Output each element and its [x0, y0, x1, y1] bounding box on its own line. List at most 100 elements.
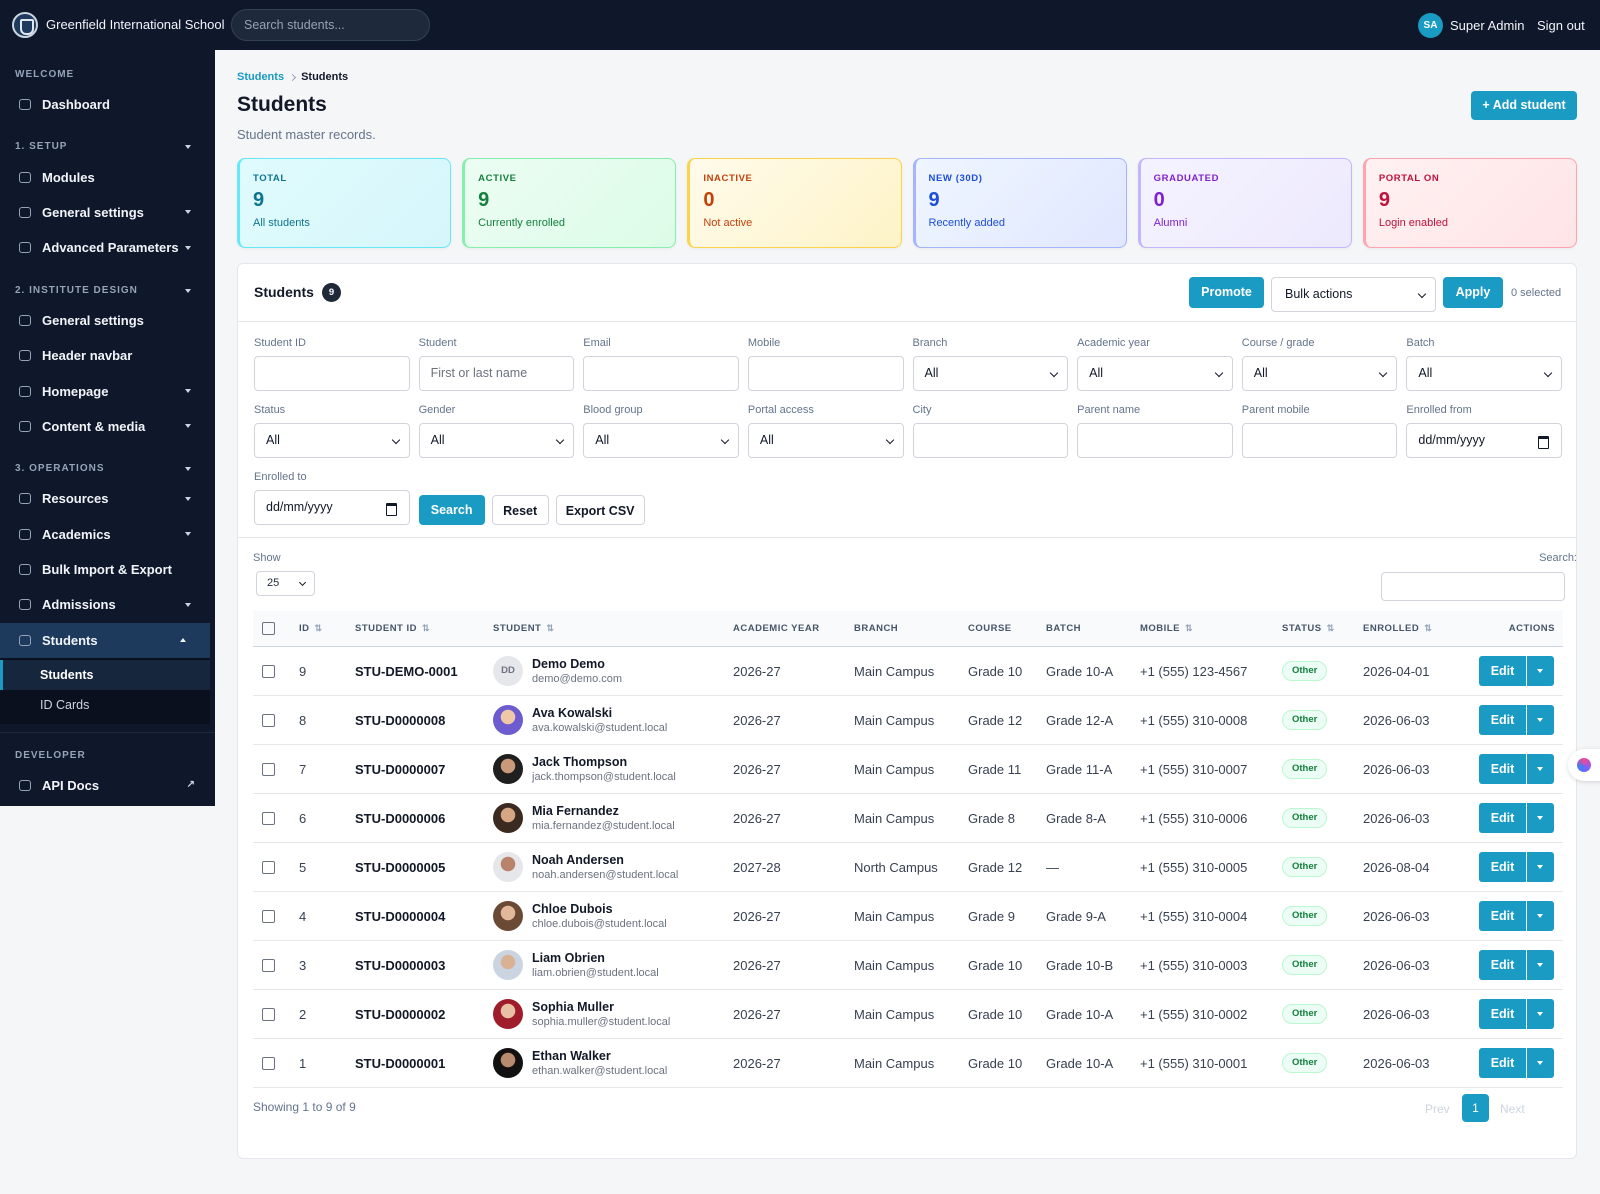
- edit-dropdown[interactable]: [1527, 1048, 1554, 1078]
- filter-input[interactable]: [583, 356, 739, 391]
- edit-dropdown[interactable]: [1527, 656, 1554, 686]
- filter-select[interactable]: All: [1241, 356, 1398, 391]
- sign-out[interactable]: Sign out: [1537, 18, 1585, 33]
- nav-item[interactable]: Resources: [0, 481, 215, 516]
- nav-item[interactable]: Header navbar: [0, 338, 215, 373]
- next-page[interactable]: Next: [1500, 1102, 1525, 1116]
- row-checkbox[interactable]: [262, 1007, 275, 1021]
- bulk-actions-select[interactable]: Bulk actions: [1271, 277, 1436, 312]
- apply-button[interactable]: Apply: [1443, 277, 1503, 308]
- nav-subitem[interactable]: ID Cards: [40, 698, 90, 713]
- nav-item[interactable]: Bulk Import & Export: [0, 552, 215, 587]
- search-button[interactable]: Search: [418, 495, 485, 525]
- filter-date[interactable]: dd/mm/yyyy: [1406, 423, 1562, 458]
- filter-input[interactable]: [747, 356, 904, 391]
- column-header[interactable]: ID: [299, 623, 355, 634]
- edit-button[interactable]: Edit: [1479, 950, 1526, 980]
- student-name[interactable]: Sophia Muller: [532, 999, 614, 1014]
- edit-button[interactable]: Edit: [1479, 852, 1526, 882]
- student-name[interactable]: Noah Andersen: [532, 852, 624, 867]
- filter-date[interactable]: dd/mm/yyyy: [254, 490, 410, 525]
- filter-select[interactable]: All: [912, 356, 1069, 391]
- add-student-button[interactable]: + Add student: [1471, 91, 1577, 120]
- reset-button[interactable]: Reset: [491, 495, 549, 525]
- breadcrumb-link[interactable]: Students: [237, 71, 285, 83]
- filter-select[interactable]: All: [1406, 356, 1562, 391]
- filter-select[interactable]: All: [418, 423, 575, 458]
- edit-button[interactable]: Edit: [1479, 656, 1526, 686]
- filter-input[interactable]: [1241, 423, 1398, 458]
- column-header[interactable]: STATUS: [1282, 623, 1363, 634]
- nav-heading[interactable]: 2. INSTITUTE DESIGN: [0, 279, 215, 303]
- edit-button[interactable]: Edit: [1479, 803, 1526, 833]
- table-search-input[interactable]: [1381, 572, 1565, 601]
- edit-button[interactable]: Edit: [1479, 1048, 1526, 1078]
- school-name[interactable]: Greenfield International School: [46, 17, 225, 32]
- promote-button[interactable]: Promote: [1189, 277, 1264, 308]
- global-search[interactable]: Search students...: [231, 9, 430, 41]
- user-name[interactable]: Super Admin: [1450, 18, 1525, 33]
- school-logo[interactable]: [12, 12, 38, 38]
- row-checkbox[interactable]: [262, 1056, 275, 1070]
- nav-item[interactable]: API Docs: [0, 768, 215, 803]
- row-checkbox[interactable]: [262, 811, 275, 825]
- nav-item[interactable]: Homepage: [0, 373, 215, 408]
- filter-select[interactable]: All: [747, 423, 904, 458]
- filter-input[interactable]: [1077, 423, 1233, 458]
- student-name[interactable]: Mia Fernandez: [532, 803, 619, 818]
- column-header[interactable]: MOBILE: [1140, 623, 1282, 634]
- page-number[interactable]: 1: [1462, 1094, 1489, 1122]
- nav-item[interactable]: Admissions: [0, 587, 215, 622]
- filter-input[interactable]: [254, 356, 410, 391]
- assistant-widget[interactable]: [1568, 749, 1600, 781]
- nav-item[interactable]: General settings: [0, 195, 215, 230]
- filter-select[interactable]: All: [254, 423, 410, 458]
- nav-subitem[interactable]: Students: [0, 660, 210, 691]
- student-name[interactable]: Liam Obrien: [532, 950, 605, 965]
- edit-dropdown[interactable]: [1527, 950, 1554, 980]
- filter-input[interactable]: [912, 423, 1069, 458]
- student-name[interactable]: Jack Thompson: [532, 754, 628, 769]
- edit-dropdown[interactable]: [1527, 803, 1554, 833]
- column-header[interactable]: STUDENT ID: [355, 623, 493, 634]
- select-all-checkbox[interactable]: [262, 622, 275, 635]
- row-checkbox[interactable]: [262, 958, 275, 972]
- row-checkbox[interactable]: [262, 762, 275, 776]
- student-name[interactable]: Demo Demo: [532, 656, 605, 671]
- edit-button[interactable]: Edit: [1479, 999, 1526, 1029]
- nav-item[interactable]: General settings: [0, 303, 215, 338]
- row-checkbox[interactable]: [262, 713, 275, 727]
- column-header[interactable]: STUDENT: [493, 623, 733, 634]
- edit-button[interactable]: Edit: [1479, 901, 1526, 931]
- edit-dropdown[interactable]: [1527, 901, 1554, 931]
- user-avatar[interactable]: SA: [1418, 13, 1443, 38]
- export-button[interactable]: Export CSV: [555, 495, 645, 525]
- column-header[interactable]: ENROLLED: [1363, 623, 1463, 634]
- nav-heading[interactable]: 3. OPERATIONS: [0, 457, 215, 481]
- edit-dropdown[interactable]: [1527, 754, 1554, 784]
- nav-heading[interactable]: 1. SETUP: [0, 135, 215, 159]
- edit-dropdown[interactable]: [1527, 999, 1554, 1029]
- filter-input[interactable]: First or last name: [418, 356, 575, 391]
- filter-select[interactable]: All: [1077, 356, 1233, 391]
- nav-item[interactable]: Academics: [0, 517, 215, 552]
- filter-field: Academic year All: [1077, 336, 1233, 391]
- prev-page[interactable]: Prev: [1425, 1102, 1450, 1116]
- edit-button[interactable]: Edit: [1479, 754, 1526, 784]
- student-name[interactable]: Ava Kowalski: [532, 705, 613, 720]
- nav-item[interactable]: Dashboard: [0, 87, 215, 122]
- row-checkbox[interactable]: [262, 860, 275, 874]
- nav-item[interactable]: Advanced Parameters: [0, 230, 215, 265]
- nav-item[interactable]: Students: [0, 622, 210, 659]
- page-size-select[interactable]: 25: [256, 571, 315, 596]
- student-name[interactable]: Ethan Walker: [532, 1048, 611, 1063]
- student-name[interactable]: Chloe Dubois: [532, 901, 613, 916]
- edit-button[interactable]: Edit: [1479, 705, 1526, 735]
- nav-item[interactable]: Modules: [0, 159, 215, 194]
- nav-item[interactable]: Content & media: [0, 409, 215, 444]
- row-checkbox[interactable]: [262, 664, 275, 678]
- filter-select[interactable]: All: [583, 423, 739, 458]
- edit-dropdown[interactable]: [1527, 705, 1554, 735]
- row-checkbox[interactable]: [262, 909, 275, 923]
- edit-dropdown[interactable]: [1527, 852, 1554, 882]
